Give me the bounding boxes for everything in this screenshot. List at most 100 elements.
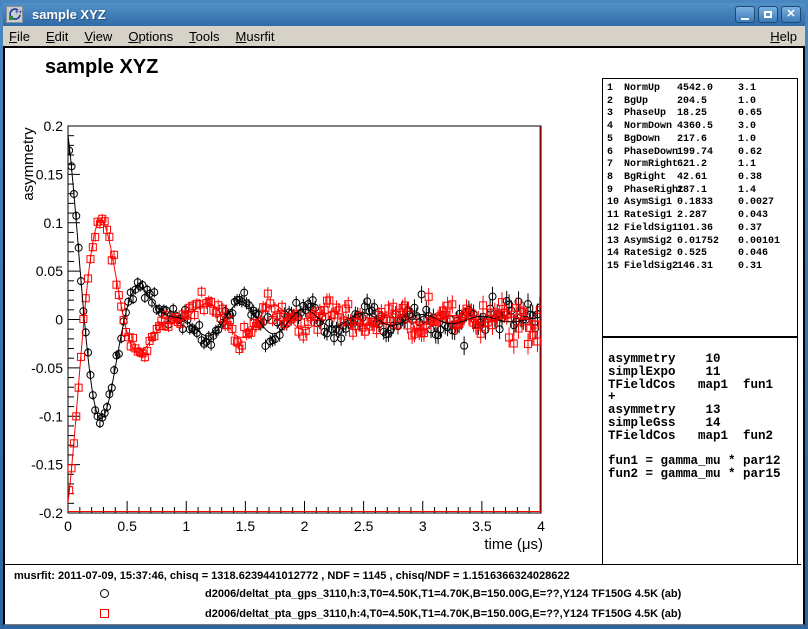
param-error: 0.38 [738, 172, 797, 185]
param-error: 0.046 [738, 248, 797, 261]
y-axis-title: asymmetry [20, 127, 37, 201]
param-no: 12 [607, 223, 624, 236]
y-tick-label: 0.05 [36, 263, 63, 279]
param-name: AsymSig2 [624, 236, 677, 249]
param-no: 4 [607, 121, 624, 134]
param-error: 3.0 [738, 121, 797, 134]
theory-line: TFieldCos map1 fun2 [608, 430, 797, 443]
param-name: RateSig2 [624, 248, 677, 261]
parameter-row: 15FieldSig2146.310.31 [607, 261, 797, 274]
param-error: 1.1 [738, 159, 797, 172]
param-name: BgRight [624, 172, 677, 185]
parameter-row: 4NormDown4360.53.0 [607, 121, 797, 134]
fit-info: musrfit: 2011-07-09, 15:37:46, chisq = 1… [14, 570, 570, 582]
x-tick-label: 2.5 [354, 518, 374, 534]
x-tick-label: 3 [419, 518, 427, 534]
footer-separator [5, 564, 801, 565]
legend-label: d2006/deltat_pta_gps_3110,h:3,T0=4.50K,T… [205, 588, 681, 600]
open-square-marker-icon [100, 609, 109, 618]
param-value: 0.525 [677, 248, 738, 261]
param-no: 6 [607, 147, 624, 160]
param-no: 5 [607, 134, 624, 147]
param-error: 1.0 [738, 96, 797, 109]
parameter-row: 8BgRight42.610.38 [607, 172, 797, 185]
param-error: 0.37 [738, 223, 797, 236]
param-error: 0.31 [738, 261, 797, 274]
param-error: 0.65 [738, 108, 797, 121]
param-value: 101.36 [677, 223, 738, 236]
param-name: NormUp [624, 83, 677, 96]
param-name: RateSig1 [624, 210, 677, 223]
x-tick-label: 4 [537, 518, 545, 534]
param-name: NormDown [624, 121, 677, 134]
param-name: FieldSig2 [624, 261, 677, 274]
param-value: 217.6 [677, 134, 738, 147]
param-no: 8 [607, 172, 624, 185]
param-no: 14 [607, 248, 624, 261]
y-tick-label: 0.15 [36, 166, 63, 182]
parameter-row: 3PhaseUp18.250.65 [607, 108, 797, 121]
param-error: 0.62 [738, 147, 797, 160]
param-name: PhaseDown [624, 147, 677, 160]
param-no: 13 [607, 236, 624, 249]
legend-label: d2006/deltat_pta_gps_3110,h:4,T0=4.50K,T… [205, 608, 681, 620]
legend-entry: d2006/deltat_pta_gps_3110,h:4,T0=4.50K,T… [0, 608, 790, 622]
y-tick-label: -0.05 [31, 360, 63, 376]
y-tick-label: 0.2 [44, 118, 64, 134]
y-tick-label: -0.15 [31, 457, 63, 473]
param-name: PhaseUp [624, 108, 677, 121]
param-value: 42.61 [677, 172, 738, 185]
param-no: 9 [607, 185, 624, 198]
x-tick-label: 0.5 [117, 518, 137, 534]
fit-curve [68, 220, 541, 503]
theory-line: fun2 = gamma_mu * par15 [608, 468, 797, 481]
param-value: 199.74 [677, 147, 738, 160]
y-tick-label: -0.2 [39, 505, 63, 521]
x-tick-label: 3.5 [472, 518, 492, 534]
theory-line: asymmetry 10 [608, 353, 797, 366]
parameter-row: 7NormRight621.21.1 [607, 159, 797, 172]
param-value: 0.01752 [677, 236, 738, 249]
parameter-row: 9PhaseRight287.11.4 [607, 185, 797, 198]
param-value: 2.287 [677, 210, 738, 223]
x-tick-label: 1.5 [236, 518, 256, 534]
parameter-row: 1NormUp4542.03.1 [607, 83, 797, 96]
legend-entry: d2006/deltat_pta_gps_3110,h:3,T0=4.50K,T… [0, 588, 790, 602]
parameter-row: 5BgDown217.61.0 [607, 134, 797, 147]
theory-box: asymmetry 10simplExpo 11 TFieldCos map1 f… [602, 337, 798, 565]
param-error: 1.0 [738, 134, 797, 147]
data-points-layer [66, 135, 544, 502]
param-no: 10 [607, 197, 624, 210]
param-value: 146.31 [677, 261, 738, 274]
fit-curve [68, 135, 541, 419]
plot-title: sample XYZ [45, 56, 158, 78]
param-no: 11 [607, 210, 624, 223]
open-circle-marker-icon [100, 589, 109, 598]
x-tick-label: 1 [182, 518, 190, 534]
musrfit-window: ++ sample XYZ ✕ FileEditViewOptionsTools… [0, 0, 808, 629]
param-no: 1 [607, 83, 624, 96]
param-error: 0.0027 [738, 197, 797, 210]
theory-line: simplExpo 11 [608, 366, 797, 379]
param-error: 3.1 [738, 83, 797, 96]
param-error: 0.00101 [738, 236, 797, 249]
param-value: 4360.5 [677, 121, 738, 134]
parameter-row: 14RateSig20.5250.046 [607, 248, 797, 261]
theory-line: simpleGss 14 [608, 417, 797, 430]
param-name: PhaseRight [624, 185, 677, 198]
param-value: 18.25 [677, 108, 738, 121]
y-tick-label: 0 [55, 312, 63, 328]
parameter-row: 11RateSig12.2870.043 [607, 210, 797, 223]
param-value: 0.1833 [677, 197, 738, 210]
param-name: AsymSig1 [624, 197, 677, 210]
param-name: NormRight [624, 159, 677, 172]
y-tick-label: -0.1 [39, 408, 63, 424]
param-name: FieldSig1 [624, 223, 677, 236]
param-name: BgUp [624, 96, 677, 109]
parameter-row: 13AsymSig20.017520.00101 [607, 236, 797, 249]
parameter-row: 2BgUp204.51.0 [607, 96, 797, 109]
param-value: 287.1 [677, 185, 738, 198]
param-no: 3 [607, 108, 624, 121]
param-no: 15 [607, 261, 624, 274]
param-error: 1.4 [738, 185, 797, 198]
